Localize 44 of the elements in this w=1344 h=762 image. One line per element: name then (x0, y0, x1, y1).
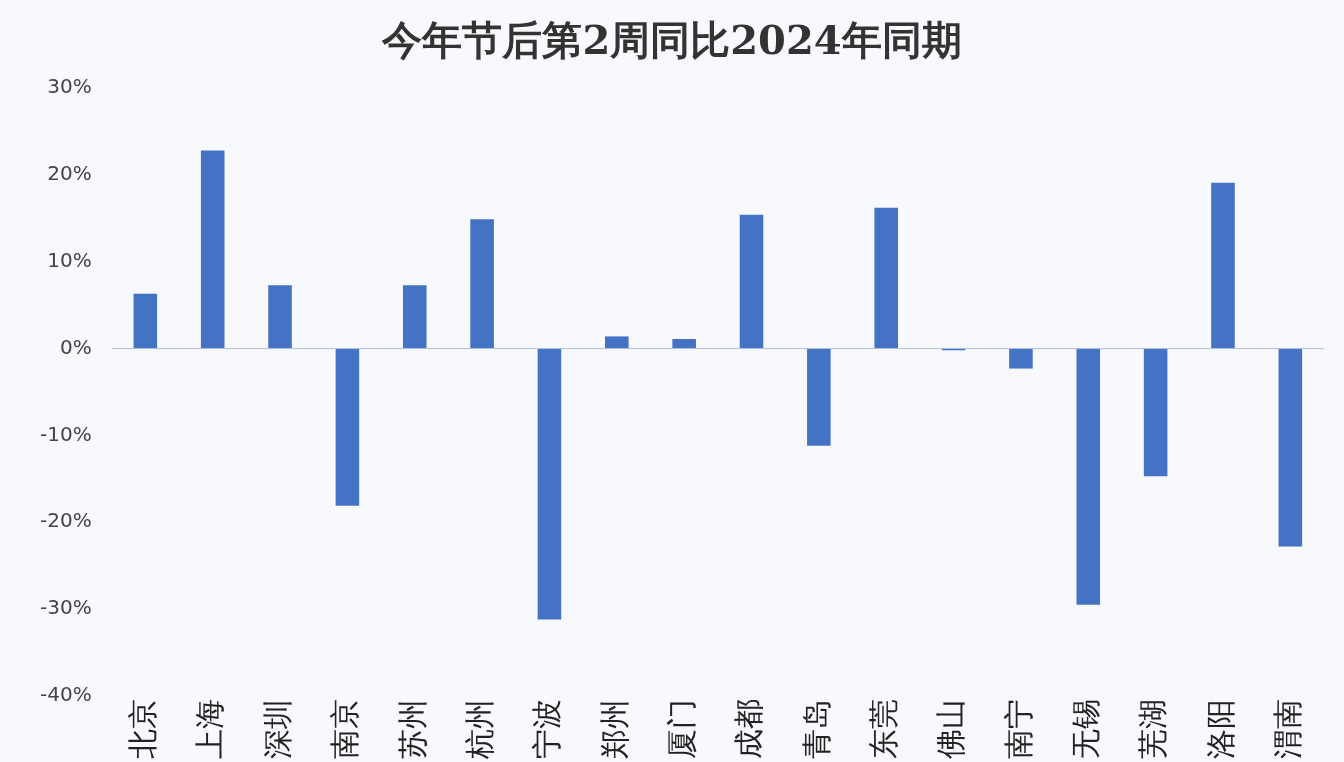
x-tick-label: 苏州 (394, 699, 430, 759)
bar (1009, 348, 1033, 369)
x-tick-label: 芜湖 (1135, 699, 1171, 759)
bar (1076, 348, 1101, 605)
x-tick-label: 郑州 (596, 699, 632, 759)
y-tick-label: 30% (47, 74, 92, 99)
bar (133, 293, 158, 349)
bar (402, 285, 427, 349)
bar (874, 207, 898, 349)
y-tick-label: -10% (40, 421, 92, 446)
bar (335, 348, 360, 506)
x-tick-label: 南京 (327, 699, 363, 759)
bar (1211, 182, 1235, 349)
x-tick-label: 杭州 (461, 699, 497, 760)
y-tick-label: -30% (40, 595, 92, 620)
y-tick-label: 20% (47, 161, 92, 186)
bar (1278, 348, 1303, 547)
x-tick-label: 渭南 (1270, 699, 1306, 759)
y-tick-label: 0% (59, 334, 92, 359)
x-tick-label: 北京 (125, 699, 161, 759)
x-tick-label: 上海 (192, 699, 228, 759)
bar (268, 285, 292, 349)
bar (200, 150, 225, 349)
y-tick-label: 10% (47, 247, 92, 272)
chart-title: 今年节后第2周同比2024年同期 (381, 16, 962, 64)
bar (672, 339, 696, 349)
x-tick-label: 深圳 (259, 699, 295, 759)
x-tick-label: 宁波 (529, 699, 565, 759)
y-tick-label: -20% (40, 508, 92, 533)
x-tick-label: 厦门 (663, 699, 699, 759)
bar (537, 348, 562, 620)
x-tick-label: 青岛 (798, 699, 834, 759)
bar (1143, 348, 1168, 477)
y-tick-label: -40% (40, 682, 92, 707)
x-tick-label: 成都 (731, 699, 767, 759)
bar (807, 348, 831, 446)
x-tick-label: 南宁 (1000, 699, 1036, 759)
bar (739, 214, 764, 349)
x-tick-label: 佛山 (933, 699, 969, 759)
x-tick-label: 洛阳 (1202, 699, 1238, 759)
bar (470, 219, 494, 349)
x-tick-label: 东莞 (866, 699, 902, 759)
x-tick-label: 无锡 (1068, 699, 1104, 759)
bar (605, 336, 629, 349)
